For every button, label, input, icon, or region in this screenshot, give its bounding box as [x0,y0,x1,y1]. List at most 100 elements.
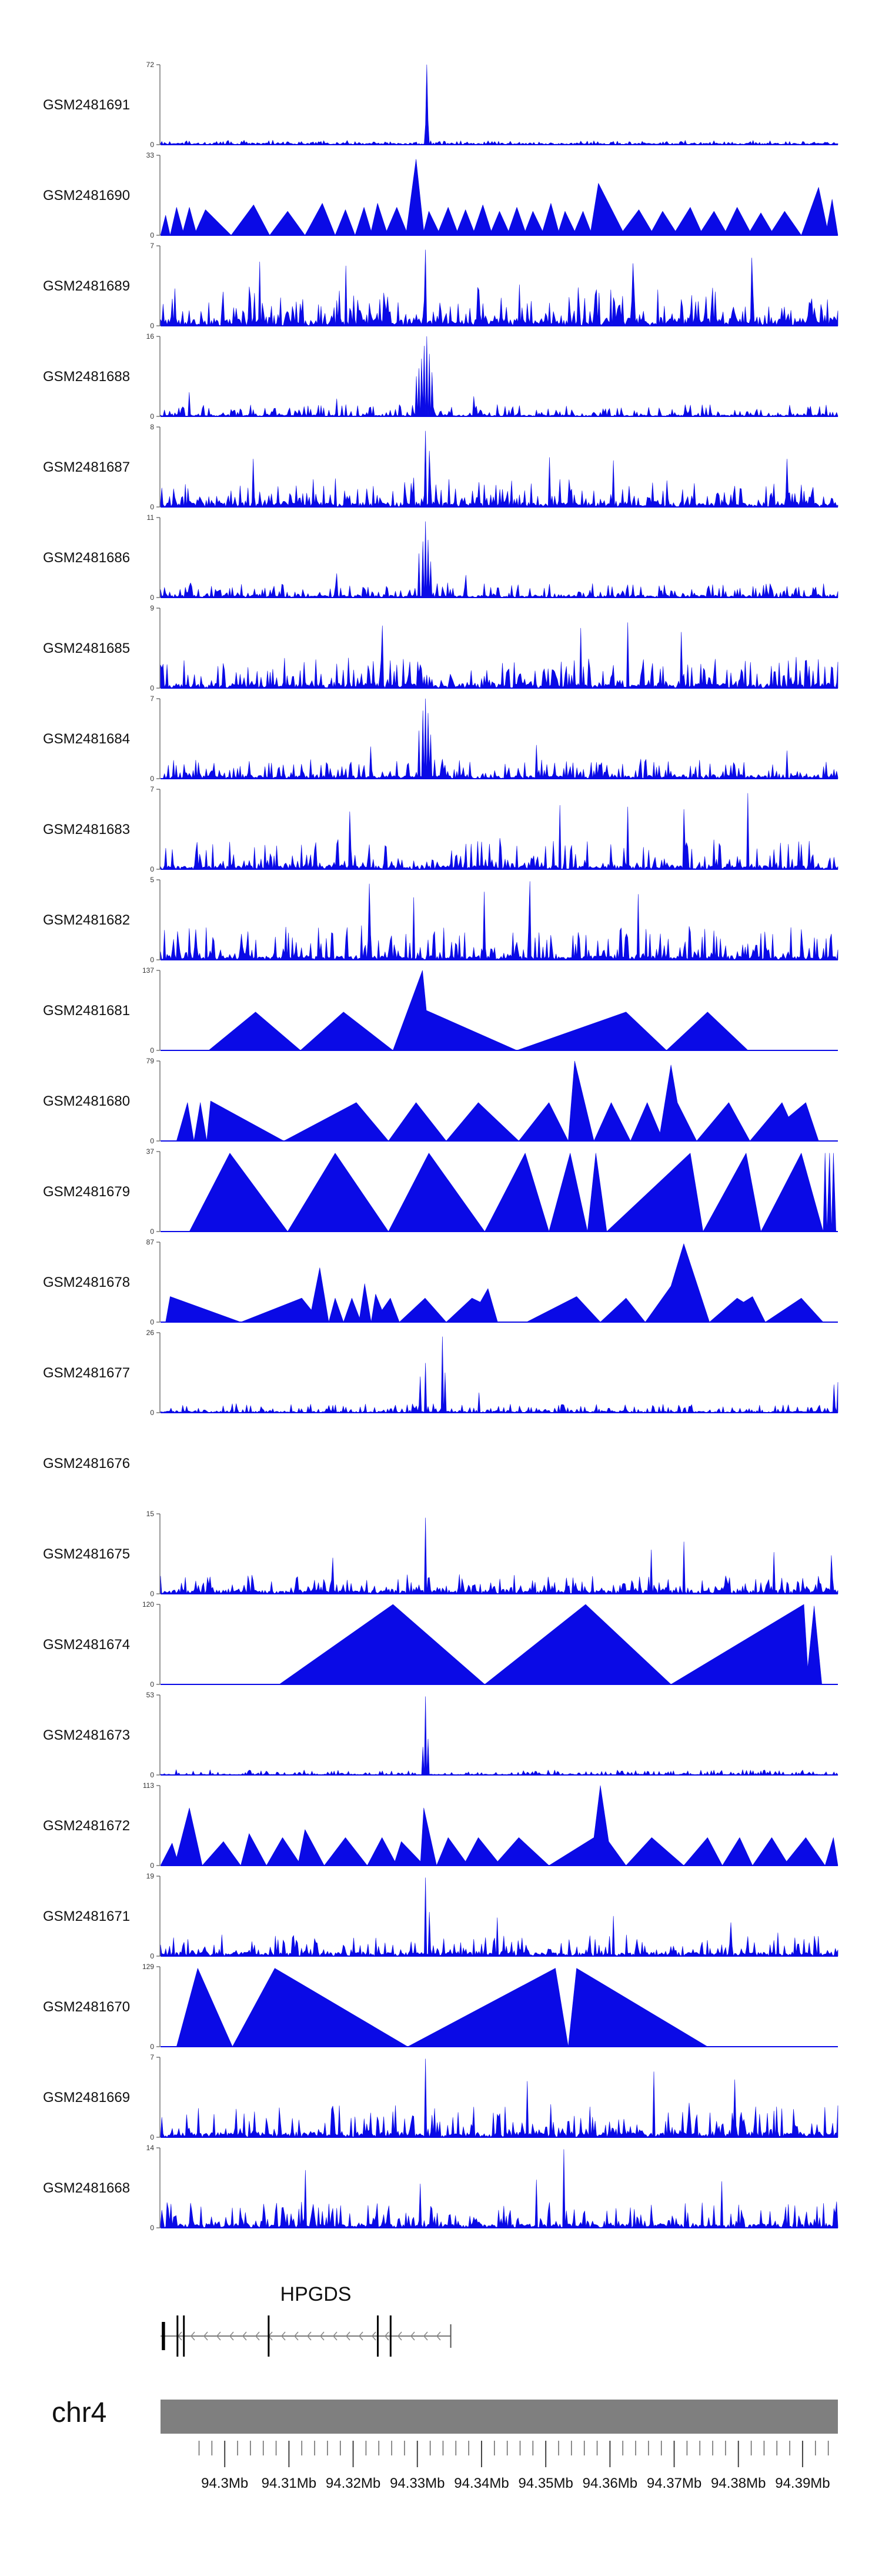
y-min-label: 0 [150,684,154,692]
strand-arrow [371,2331,376,2341]
axis-tick-label: 94.39Mb [775,2475,830,2491]
y-max-label: 120 [142,1600,154,1609]
y-max-label: 7 [150,242,154,250]
y-min-label: 0 [150,1409,154,1417]
track-GSM2481680: GSM2481680 79 0 [43,1057,838,1145]
track-label: GSM2481680 [43,1093,130,1109]
axis-tick-label: 94.3Mb [201,2475,248,2491]
track-label: GSM2481691 [43,97,130,113]
track-label: GSM2481690 [43,188,130,203]
y-min-label: 0 [150,1680,154,1689]
axis-tick-label: 94.36Mb [583,2475,637,2491]
coverage-area [176,1968,708,2047]
y-max-label: 72 [146,61,155,69]
track-label: GSM2481674 [43,1637,130,1653]
track-label: GSM2481685 [43,640,130,656]
gene-model: HPGDS [161,2283,452,2357]
track-GSM2481689: GSM2481689 7 0 [43,242,838,330]
track-label: GSM2481672 [43,1818,130,1834]
track-GSM2481671: GSM2481671 19 0 [43,1872,838,1960]
coverage-area [160,1517,838,1594]
y-max-label: 14 [146,2144,155,2152]
y-min-label: 0 [150,1137,154,1145]
track-label: GSM2481688 [43,369,130,385]
strand-arrow [436,2331,441,2341]
y-min-label: 0 [150,1861,154,1870]
coverage-area [160,64,838,145]
track-label: GSM2481678 [43,1274,130,1290]
y-min-label: 0 [150,503,154,511]
track-label: GSM2481677 [43,1365,130,1381]
track-GSM2481688: GSM2481688 16 0 [43,332,838,421]
y-max-label: 37 [146,1147,155,1156]
y-min-label: 0 [150,2224,154,2232]
track-label: GSM2481682 [43,912,130,928]
tracks-panel: GSM2481691720GSM2481690330GSM248168970GS… [43,61,838,2232]
y-max-label: 26 [146,1329,155,1337]
axis-tick-labels: 94.3Mb 94.31Mb 94.32Mb 94.33Mb 94.34Mb 94.35M… [201,2475,830,2491]
y-min-label: 0 [150,412,154,421]
gene-label: HPGDS [280,2283,352,2305]
track-label: GSM2481687 [43,459,130,475]
track-GSM2481669: GSM2481669 7 0 [43,2053,838,2141]
track-label: GSM2481673 [43,1727,130,1743]
gene-exon [268,2315,270,2357]
track-GSM2481678: GSM2481678 87 0 [43,1238,838,1326]
track-GSM2481691: GSM2481691 72 0 [43,61,838,149]
strand-arrow [384,2331,389,2341]
track-GSM2481684: GSM2481684 7 0 [43,695,838,783]
y-min-label: 0 [150,865,154,873]
track-GSM2481682: GSM2481682 5 0 [43,876,838,964]
strand-arrow [410,2331,415,2341]
strand-arrow [345,2331,350,2341]
track-GSM2481675: GSM2481675 15 0 [43,1510,838,1598]
chromosome-axis: chr4 94.3Mb 94.31Mb 94.32Mb 94.33Mb 94.34Mb 9… [52,2397,838,2491]
strand-arrow [319,2331,325,2341]
coverage-area [165,1243,824,1323]
coverage-area [160,1336,838,1413]
coverage-area [160,2149,838,2228]
track-GSM2481686: GSM2481686 11 0 [43,513,838,602]
track-label: GSM2481668 [43,2180,130,2196]
strand-arrow [216,2331,221,2341]
track-label: GSM2481671 [43,1908,130,1924]
y-max-label: 7 [150,695,154,703]
track-GSM2481687: GSM2481687 8 0 [43,423,838,511]
chromosome-bar [161,2400,838,2434]
y-max-label: 16 [146,332,155,341]
y-max-label: 15 [146,1510,155,1518]
track-label: GSM2481689 [43,278,130,294]
y-min-label: 0 [150,1046,154,1055]
coverage-area [189,1153,836,1232]
axis-tick-label: 94.34Mb [454,2475,509,2491]
y-max-label: 53 [146,1691,155,1699]
y-max-label: 9 [150,604,154,612]
axis-tick-label: 94.37Mb [647,2475,701,2491]
gene-exon [389,2315,392,2357]
track-GSM2481679: GSM2481679 37 0 [43,1147,838,1236]
coverage-area [160,336,838,417]
y-min-label: 0 [150,141,154,149]
coverage-area [160,2058,838,2138]
coverage-area [160,793,838,870]
track-label: GSM2481670 [43,1999,130,2015]
track-GSM2481685: GSM2481685 9 0 [43,604,838,692]
y-min-label: 0 [150,2133,154,2141]
strand-arrow [203,2331,208,2341]
y-max-label: 5 [150,876,154,884]
axis-tick-label: 94.35Mb [518,2475,573,2491]
track-GSM2481677: GSM2481677 26 0 [43,1329,838,1417]
coverage-area [160,431,838,508]
y-max-label: 33 [146,151,155,159]
y-max-label: 19 [146,1872,155,1880]
gene-model-glyphs [161,2315,452,2357]
track-label: GSM2481683 [43,822,130,837]
track-GSM2481673: GSM2481673 53 0 [43,1691,838,1779]
track-GSM2481674: GSM2481674 120 0 [43,1600,838,1689]
strand-arrow [423,2331,428,2341]
strand-arrow [255,2331,260,2341]
track-label: GSM2481679 [43,1184,130,1200]
coverage-area [160,698,838,779]
gene-exon [183,2315,185,2357]
